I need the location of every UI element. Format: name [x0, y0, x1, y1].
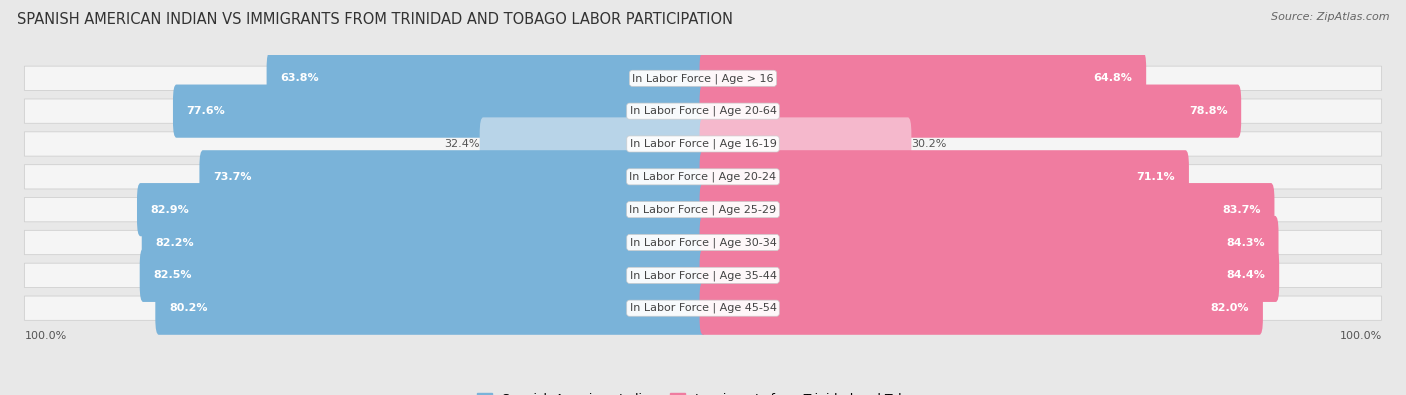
- Text: 80.2%: 80.2%: [169, 303, 208, 313]
- Text: 63.8%: 63.8%: [280, 73, 319, 83]
- FancyBboxPatch shape: [700, 282, 1263, 335]
- FancyBboxPatch shape: [700, 85, 1241, 138]
- Text: 100.0%: 100.0%: [24, 331, 66, 341]
- FancyBboxPatch shape: [700, 216, 1278, 269]
- Text: 100.0%: 100.0%: [1340, 331, 1382, 341]
- FancyBboxPatch shape: [24, 66, 1382, 90]
- FancyBboxPatch shape: [173, 85, 706, 138]
- Text: 82.5%: 82.5%: [153, 270, 193, 280]
- Text: 73.7%: 73.7%: [214, 172, 252, 182]
- Text: 82.0%: 82.0%: [1211, 303, 1249, 313]
- Text: In Labor Force | Age > 16: In Labor Force | Age > 16: [633, 73, 773, 83]
- FancyBboxPatch shape: [136, 183, 706, 236]
- Text: In Labor Force | Age 45-54: In Labor Force | Age 45-54: [630, 303, 776, 314]
- FancyBboxPatch shape: [24, 132, 1382, 156]
- FancyBboxPatch shape: [700, 52, 1146, 105]
- Text: In Labor Force | Age 35-44: In Labor Force | Age 35-44: [630, 270, 776, 280]
- Text: In Labor Force | Age 25-29: In Labor Force | Age 25-29: [630, 204, 776, 215]
- FancyBboxPatch shape: [700, 150, 1189, 203]
- Text: 82.9%: 82.9%: [150, 205, 190, 214]
- Text: 64.8%: 64.8%: [1094, 73, 1132, 83]
- FancyBboxPatch shape: [24, 99, 1382, 123]
- Text: In Labor Force | Age 30-34: In Labor Force | Age 30-34: [630, 237, 776, 248]
- FancyBboxPatch shape: [24, 230, 1382, 255]
- FancyBboxPatch shape: [700, 249, 1279, 302]
- Text: SPANISH AMERICAN INDIAN VS IMMIGRANTS FROM TRINIDAD AND TOBAGO LABOR PARTICIPATI: SPANISH AMERICAN INDIAN VS IMMIGRANTS FR…: [17, 12, 733, 27]
- FancyBboxPatch shape: [700, 183, 1274, 236]
- Text: 84.3%: 84.3%: [1226, 237, 1265, 248]
- Text: In Labor Force | Age 20-24: In Labor Force | Age 20-24: [630, 171, 776, 182]
- Text: 83.7%: 83.7%: [1222, 205, 1261, 214]
- Text: In Labor Force | Age 16-19: In Labor Force | Age 16-19: [630, 139, 776, 149]
- FancyBboxPatch shape: [267, 52, 706, 105]
- Legend: Spanish American Indian, Immigrants from Trinidad and Tobago: Spanish American Indian, Immigrants from…: [477, 393, 929, 395]
- Text: 77.6%: 77.6%: [187, 106, 225, 116]
- FancyBboxPatch shape: [200, 150, 706, 203]
- Text: Source: ZipAtlas.com: Source: ZipAtlas.com: [1271, 12, 1389, 22]
- FancyBboxPatch shape: [479, 117, 706, 171]
- FancyBboxPatch shape: [155, 282, 706, 335]
- Text: In Labor Force | Age 20-64: In Labor Force | Age 20-64: [630, 106, 776, 117]
- Text: 32.4%: 32.4%: [444, 139, 479, 149]
- FancyBboxPatch shape: [24, 198, 1382, 222]
- FancyBboxPatch shape: [24, 296, 1382, 320]
- Text: 30.2%: 30.2%: [911, 139, 946, 149]
- FancyBboxPatch shape: [139, 249, 706, 302]
- Text: 78.8%: 78.8%: [1189, 106, 1227, 116]
- FancyBboxPatch shape: [24, 263, 1382, 288]
- Text: 71.1%: 71.1%: [1136, 172, 1175, 182]
- FancyBboxPatch shape: [24, 165, 1382, 189]
- FancyBboxPatch shape: [142, 216, 706, 269]
- Text: 82.2%: 82.2%: [156, 237, 194, 248]
- Text: 84.4%: 84.4%: [1226, 270, 1265, 280]
- FancyBboxPatch shape: [700, 117, 911, 171]
